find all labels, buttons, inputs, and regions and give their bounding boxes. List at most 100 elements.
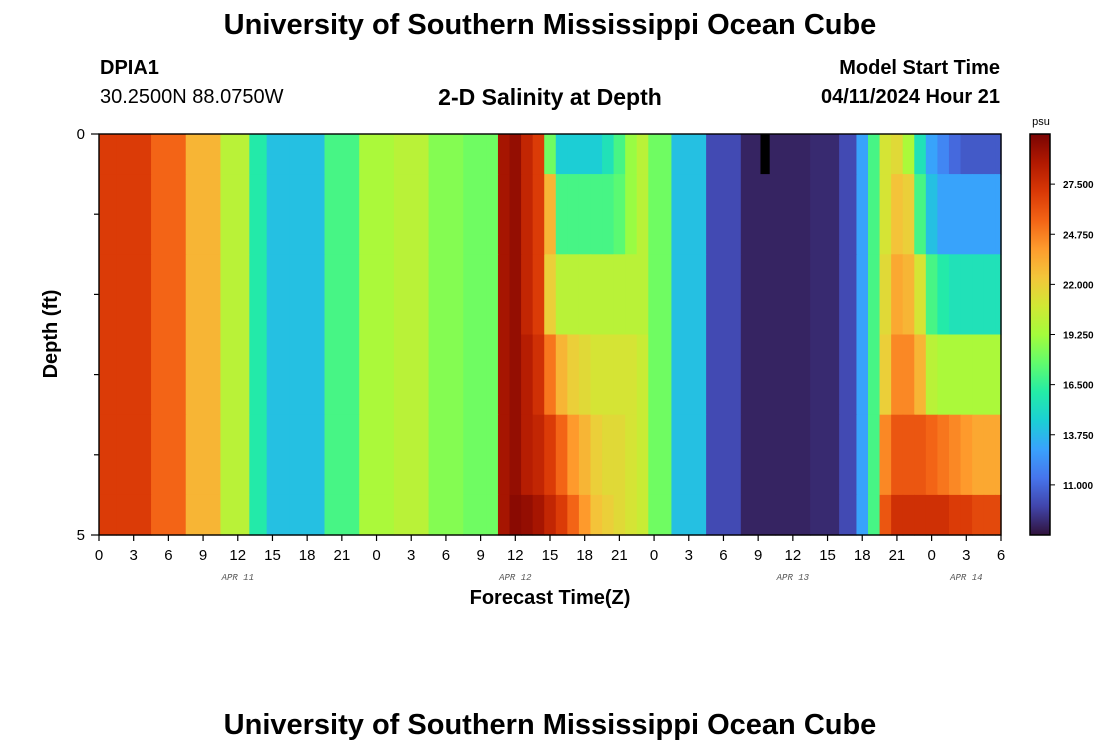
heatmap-cell bbox=[671, 134, 707, 175]
heatmap-cell bbox=[428, 174, 464, 255]
heatmap-cell bbox=[590, 494, 603, 536]
heatmap-cell bbox=[463, 254, 487, 336]
x-tick-label: 15 bbox=[542, 547, 559, 564]
heatmap-cell bbox=[509, 174, 522, 255]
y-axis-title: Depth (ft) bbox=[40, 290, 62, 379]
heatmap-cell bbox=[602, 494, 615, 536]
heatmap-cell bbox=[544, 414, 557, 496]
heatmap-cell bbox=[151, 414, 187, 496]
heatmap-cell bbox=[578, 134, 592, 175]
heatmap-cell bbox=[879, 134, 892, 175]
heatmap-cell bbox=[185, 134, 222, 175]
heatmap-cell bbox=[249, 254, 268, 336]
heatmap-cell bbox=[879, 254, 892, 336]
heatmap-cell bbox=[671, 494, 707, 536]
colorbar-tick-label: 19.250 bbox=[1063, 331, 1094, 342]
heatmap-cell bbox=[972, 254, 985, 336]
heatmap-cell bbox=[151, 174, 187, 255]
heatmap-cell bbox=[509, 494, 522, 536]
colorbar-scale bbox=[1029, 133, 1051, 536]
heatmap-cell bbox=[740, 414, 777, 496]
x-tick-label: 0 bbox=[927, 547, 935, 564]
heatmap-cell bbox=[393, 134, 430, 175]
model-start-value: 04/11/2024 Hour 21 bbox=[820, 86, 1000, 108]
heatmap-cell bbox=[532, 134, 545, 175]
heatmap-cell bbox=[463, 134, 487, 175]
heatmap-cell bbox=[249, 134, 268, 175]
heatmap-cell bbox=[393, 174, 430, 255]
colorbar-unit: psu bbox=[1032, 116, 1050, 128]
heatmap-cell bbox=[972, 334, 985, 416]
heatmap-cell bbox=[706, 254, 742, 336]
day-label: APR 11 bbox=[221, 573, 254, 583]
heatmap-cell bbox=[613, 134, 626, 175]
heatmap-cell bbox=[810, 414, 840, 496]
heatmap-cell bbox=[868, 334, 881, 416]
heatmap-cell bbox=[602, 334, 615, 416]
heatmap-cell bbox=[463, 174, 487, 255]
heatmap-cell bbox=[463, 494, 487, 536]
heatmap-cell bbox=[937, 254, 950, 336]
x-tick-label: 3 bbox=[962, 547, 970, 564]
heatmap-cell bbox=[266, 334, 291, 416]
heatmap-cell bbox=[625, 494, 638, 536]
heatmap-cell bbox=[775, 134, 811, 175]
heatmap-cell bbox=[359, 254, 395, 336]
heatmap-cell bbox=[775, 414, 811, 496]
heatmap-cell bbox=[578, 174, 592, 255]
heatmap-cell bbox=[937, 334, 950, 416]
heatmap-cell bbox=[151, 254, 187, 336]
heatmap-cell bbox=[249, 494, 268, 536]
heatmap-cell bbox=[602, 414, 615, 496]
heatmap-cell bbox=[625, 254, 638, 336]
heatmap-cell bbox=[359, 134, 395, 175]
heatmap-cell bbox=[648, 494, 673, 536]
heatmap-cell bbox=[810, 334, 840, 416]
heatmap-cell bbox=[486, 494, 499, 536]
x-tick-label: 3 bbox=[407, 547, 415, 564]
heatmap-cell bbox=[521, 414, 534, 496]
heatmap-cell bbox=[740, 134, 777, 175]
heatmap-cell bbox=[983, 174, 996, 255]
heatmap-cell bbox=[185, 414, 222, 496]
y-tick-label: 0 bbox=[77, 126, 85, 143]
footer-title: University of Southern Mississippi Ocean… bbox=[223, 709, 877, 741]
heatmap-cell bbox=[99, 174, 117, 255]
heatmap-cell bbox=[839, 334, 858, 416]
heatmap-cell bbox=[613, 494, 626, 536]
heatmap-cell bbox=[509, 334, 522, 416]
heatmap-cell bbox=[185, 494, 222, 536]
x-tick-label: 6 bbox=[442, 547, 450, 564]
heatmap-cell bbox=[521, 334, 534, 416]
heatmap-cell bbox=[544, 254, 557, 336]
heatmap-cell bbox=[497, 134, 511, 175]
heatmap-cell bbox=[706, 134, 742, 175]
heatmap-cell bbox=[740, 334, 777, 416]
heatmap-cell bbox=[578, 494, 592, 536]
heatmap-cell bbox=[983, 494, 996, 536]
heatmap-cell bbox=[532, 334, 545, 416]
heatmap-cell bbox=[324, 334, 360, 416]
heatmap-cells bbox=[99, 134, 1002, 536]
heatmap-cell bbox=[972, 494, 985, 536]
heatmap-cell bbox=[486, 334, 499, 416]
heatmap-cell bbox=[497, 334, 511, 416]
heatmap-cell bbox=[995, 334, 1002, 416]
heatmap-cell bbox=[648, 174, 673, 255]
heatmap-cell bbox=[995, 254, 1002, 336]
heatmap-cell bbox=[891, 414, 904, 496]
heatmap-cell bbox=[879, 174, 892, 255]
heatmap-cell bbox=[532, 254, 545, 336]
heatmap-cell bbox=[393, 334, 430, 416]
heatmap-cell bbox=[775, 334, 811, 416]
heatmap-cell bbox=[544, 174, 557, 255]
colorbar-ticks: 27.500 24.750 22.000 19.250 16.500 13.750 11.0… bbox=[1050, 180, 1094, 492]
heatmap-cell bbox=[393, 494, 430, 536]
heatmap-cell bbox=[914, 134, 927, 175]
heatmap-cell bbox=[428, 134, 464, 175]
heatmap-cell bbox=[590, 254, 603, 336]
heatmap-cell bbox=[428, 494, 464, 536]
heatmap-cell bbox=[995, 494, 1002, 536]
heatmap-cell bbox=[625, 174, 638, 255]
